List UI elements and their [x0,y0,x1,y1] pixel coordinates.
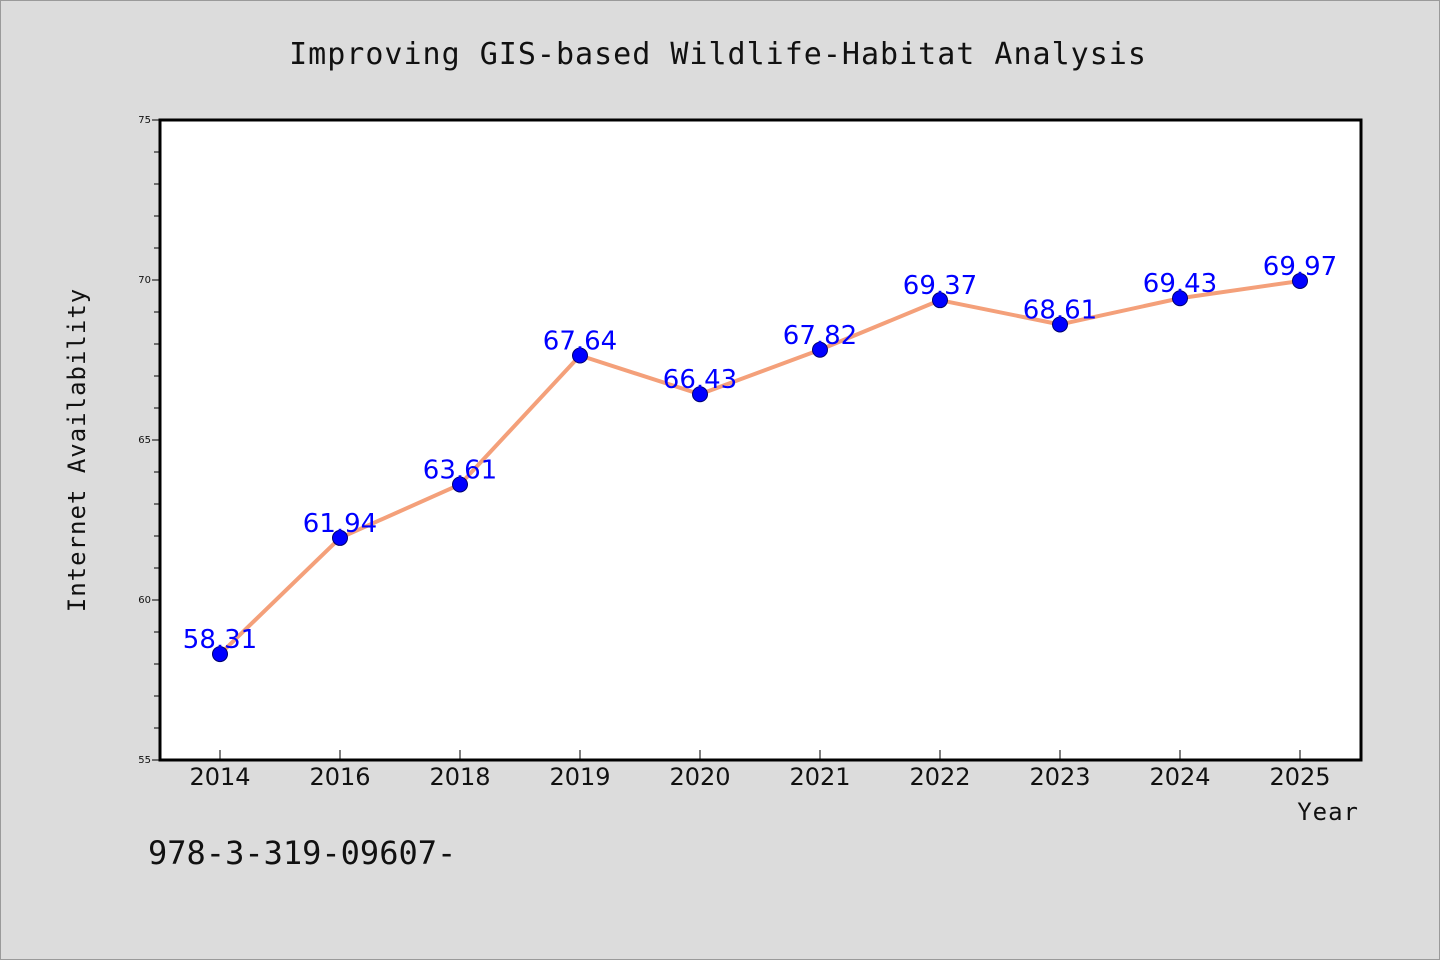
data-point [1052,316,1068,333]
data-point [572,347,588,364]
series-markers [212,272,1308,663]
x-tick-label: 2020 [669,763,730,791]
series-line [218,278,1302,657]
footer-text: 978-3-319-09607- [148,834,456,872]
data-label: 58.31 [183,625,257,655]
data-label: 69.43 [1143,269,1217,299]
x-tick-label: 2016 [309,763,370,791]
data-label: 67.64 [543,327,617,357]
data-point [932,292,948,309]
data-point [332,529,348,546]
y-axis: 55 60 65 70 75 [138,115,160,766]
x-tick-label: 2024 [1149,763,1210,791]
data-point [212,646,228,663]
y-axis-label: Internet Availability [63,288,91,612]
data-label: 69.37 [903,271,977,301]
data-labels: 58.31 61.94 63.61 67.64 66.43 67.82 69.37 68.61… [183,252,1337,655]
y-tick-label: 75 [138,115,151,126]
data-label: 66.43 [663,365,737,395]
data-point [1292,272,1308,289]
x-tick-label: 2021 [789,763,850,791]
y-tick-label: 55 [138,755,151,766]
y-tick-label: 60 [138,595,151,606]
x-tick-label: 2014 [189,763,250,791]
data-label: 67.82 [783,321,857,351]
x-tick-label: 2018 [429,763,490,791]
x-axis: 2014 2016 2018 2019 2020 2021 2022 2023 2024 2025 [189,750,1331,791]
chart-title: Improving GIS-based Wildlife-Habitat Ana… [289,37,1147,72]
x-tick-label: 2023 [1029,763,1090,791]
y-tick-label: 70 [138,275,151,286]
data-point [812,341,828,358]
data-label: 68.61 [1023,295,1097,325]
series-polyline [218,278,1302,657]
data-point [452,476,468,493]
x-axis-label: Year [1297,798,1359,826]
data-point [1172,290,1188,307]
data-label: 69.97 [1263,252,1337,282]
data-label: 61.94 [303,509,377,539]
x-tick-label: 2019 [549,763,610,791]
data-point [692,386,708,403]
x-tick-label: 2025 [1269,763,1330,791]
y-tick-label: 65 [138,435,151,446]
data-label: 63.61 [423,455,497,485]
x-tick-label: 2022 [909,763,970,791]
plot-area [158,118,1363,762]
